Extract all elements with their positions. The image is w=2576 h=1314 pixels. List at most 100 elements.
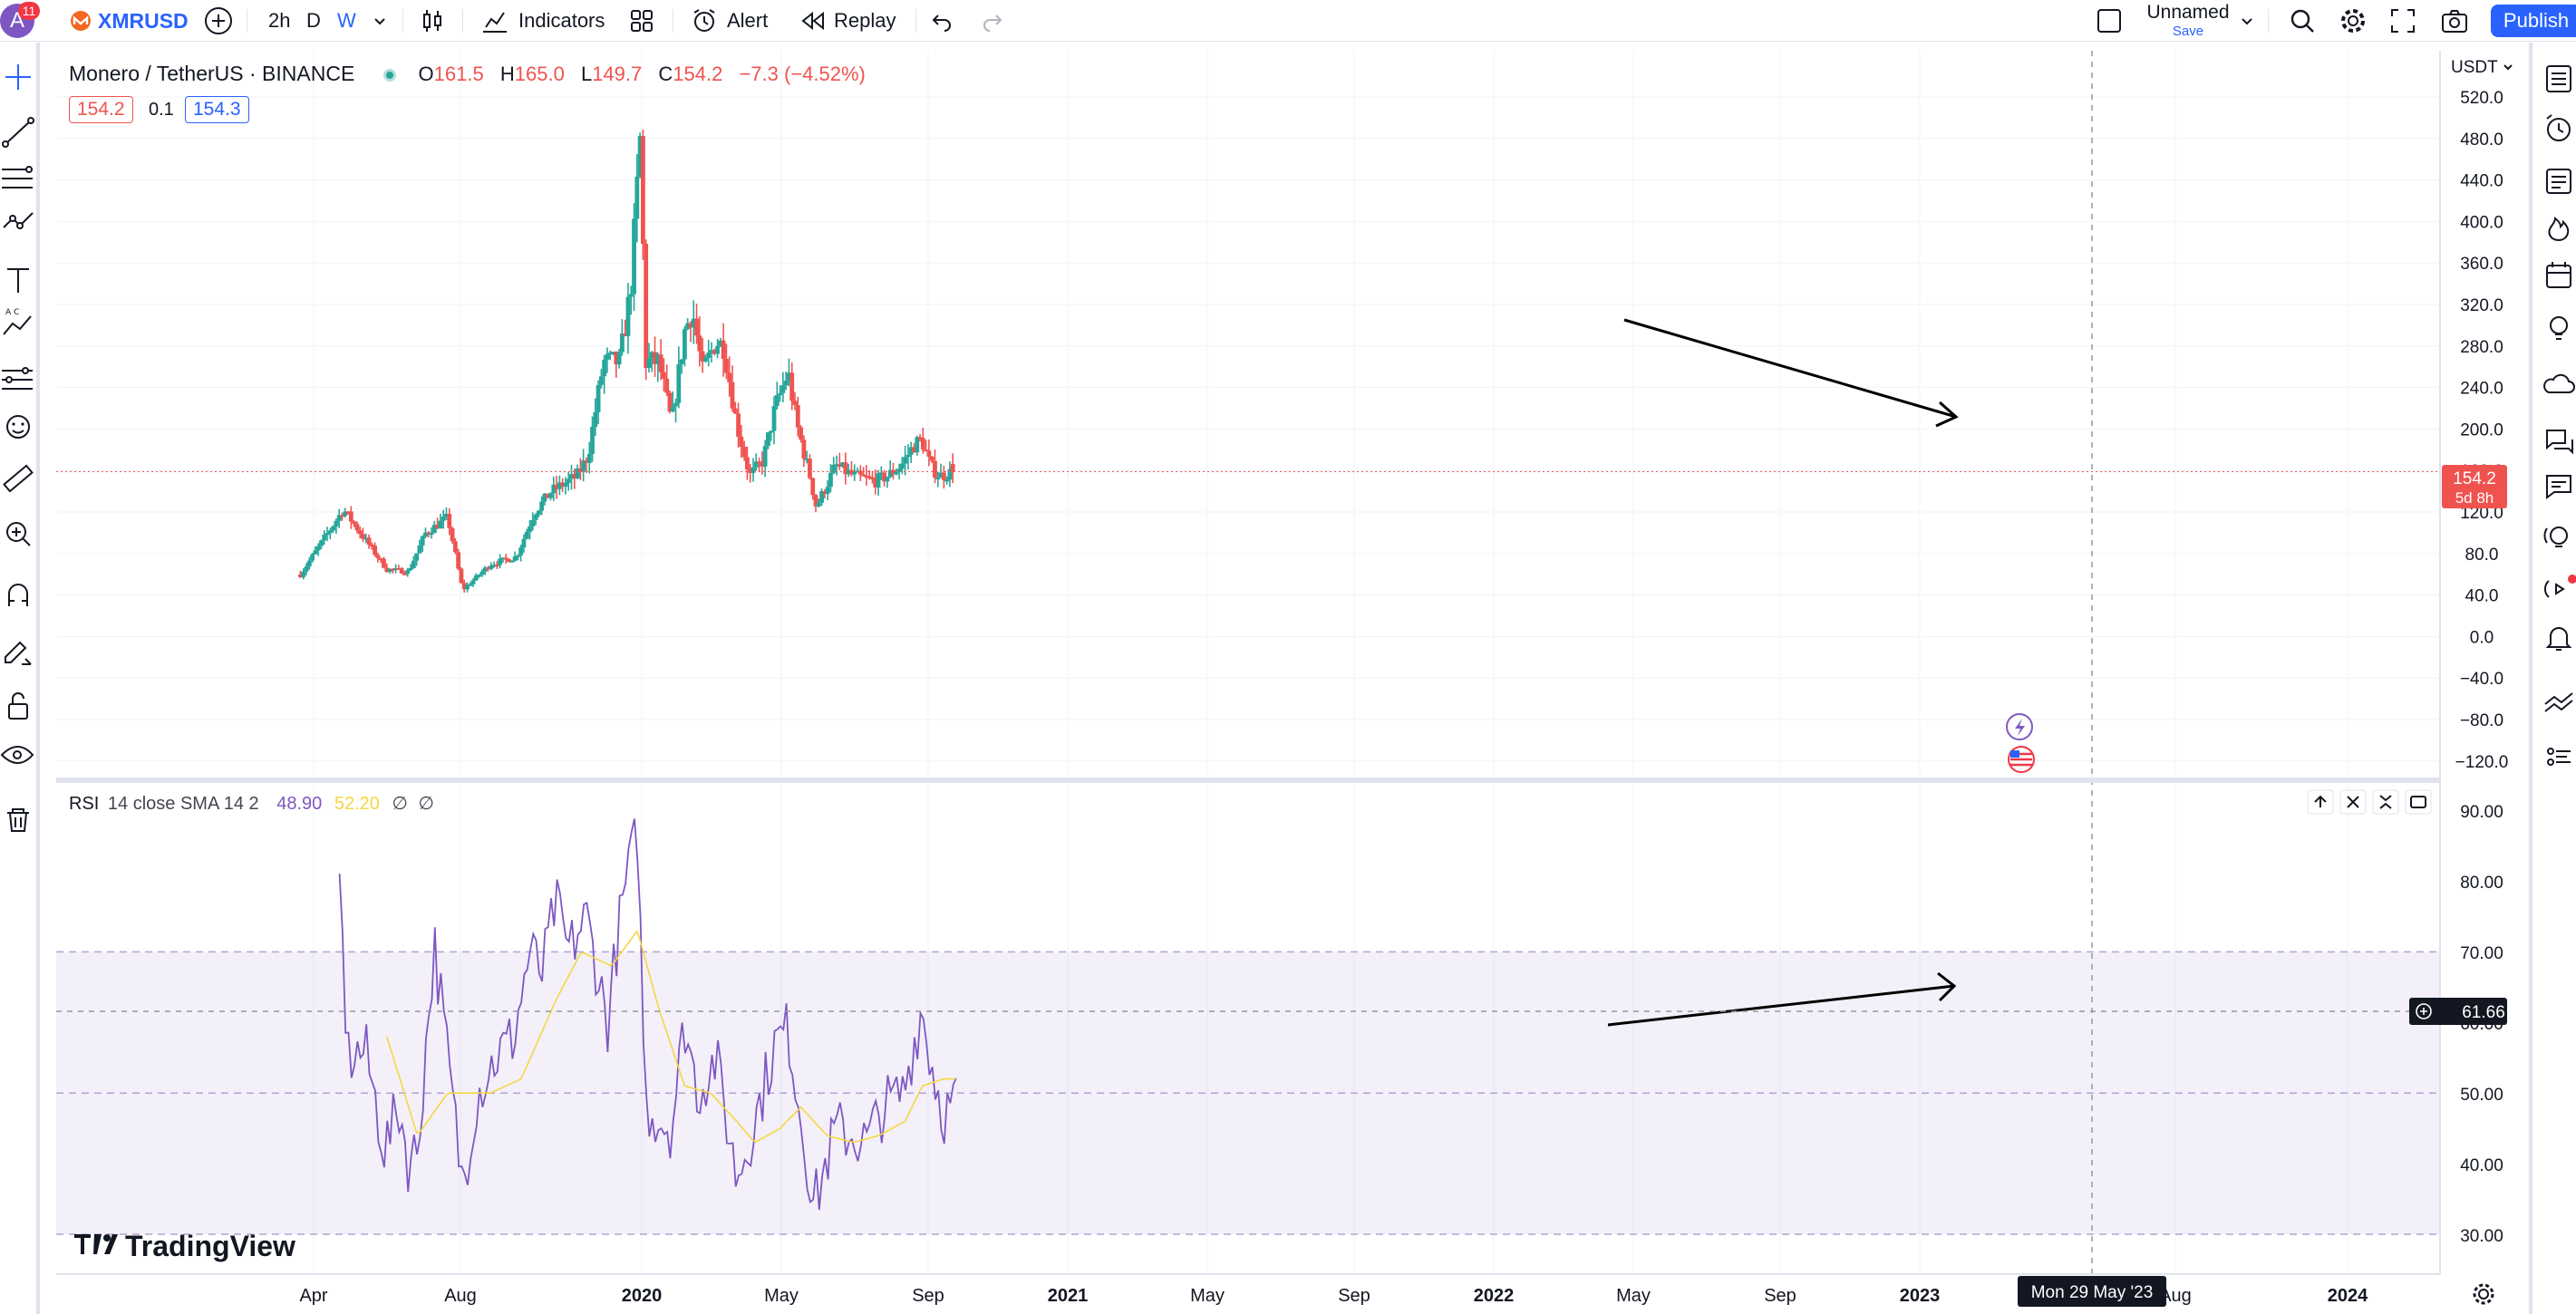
candle: [310, 553, 315, 563]
candle: [373, 542, 378, 557]
candle: [870, 470, 875, 484]
undo-button[interactable]: [930, 0, 954, 42]
move-pane-up-button[interactable]: [2307, 789, 2334, 815]
pane-divider[interactable]: [56, 778, 2440, 783]
us-flag-icon[interactable]: [2008, 746, 2035, 773]
interval-dropdown[interactable]: [372, 0, 388, 42]
collapse-pane-button[interactable]: [2372, 789, 2399, 815]
candle: [646, 343, 652, 373]
alert-button[interactable]: Alert: [691, 0, 768, 42]
ideas-lightbulb-icon[interactable]: [2550, 316, 2568, 340]
maximize-pane-button[interactable]: [2405, 789, 2432, 815]
compare-symbol-button[interactable]: [203, 0, 234, 42]
candle: [757, 458, 761, 472]
rsi-legend[interactable]: RSI 14 close SMA 14 2 48.90 52.20 ∅ ∅: [69, 792, 434, 815]
time-tick-label: Sep: [1338, 1286, 1370, 1306]
close-pane-button[interactable]: [2339, 789, 2367, 815]
symbol-search-button[interactable]: XMRUSD: [69, 0, 189, 42]
position-tool-icon[interactable]: [2, 367, 33, 390]
bolt-icon[interactable]: [2006, 713, 2033, 740]
chats-icon[interactable]: [2546, 430, 2573, 455]
ruler-icon[interactable]: [3, 464, 34, 493]
candle: [396, 565, 402, 570]
layout-name-button[interactable]: Unnamed Save: [2141, 2, 2235, 39]
prediction-tools-icon[interactable]: A C: [3, 308, 32, 335]
crosshair-icon[interactable]: [5, 64, 31, 90]
candle: [512, 551, 518, 562]
grid-icon: [631, 10, 653, 32]
price-tick-label: 400.0: [2460, 213, 2503, 232]
interval-d-button[interactable]: D: [306, 9, 321, 32]
currency-selector[interactable]: USDT: [2451, 58, 2513, 78]
candle: [905, 444, 911, 470]
quick-search-button[interactable]: [2288, 0, 2317, 42]
watchlist-icon[interactable]: [2546, 65, 2571, 92]
rsi-trendline-arrow[interactable]: [1607, 971, 1957, 1027]
user-drawings[interactable]: [1607, 318, 1959, 1027]
interval-w-button[interactable]: W: [337, 9, 356, 32]
calendar-icon[interactable]: [2546, 262, 2571, 288]
price-tick-label: −40.0: [2460, 670, 2503, 689]
multi-layout-button[interactable]: [2096, 0, 2123, 42]
magnet-icon[interactable]: [8, 584, 28, 606]
buy-price-box[interactable]: 154.3: [185, 96, 249, 123]
chevron-down-icon: [2503, 64, 2513, 71]
eye-icon[interactable]: [0, 746, 34, 764]
fullscreen-button[interactable]: [2389, 0, 2416, 42]
candles-series: [56, 130, 2440, 593]
symbol-legend[interactable]: Monero / TetherUS · BINANCE O161.5 H165.…: [69, 62, 866, 86]
indicators-button[interactable]: Indicators: [480, 0, 605, 42]
zoom-in-icon[interactable]: [6, 522, 31, 546]
user-avatar[interactable]: A 11: [0, 2, 40, 38]
text-tool-icon[interactable]: [7, 268, 29, 293]
data-window-icon[interactable]: [2546, 169, 2571, 194]
trash-icon[interactable]: [7, 808, 29, 832]
tradingview-watermark: TradingView: [74, 1230, 295, 1262]
trend-line-icon[interactable]: [2, 117, 34, 148]
emoji-icon[interactable]: [6, 415, 30, 439]
snapshot-button[interactable]: [2440, 0, 2469, 42]
publish-button[interactable]: Publish: [2491, 5, 2576, 37]
time-axis[interactable]: Apr Aug 2020 May Sep 2021 May Sep 2022 May Sep 2023…: [299, 1286, 2368, 1306]
candle: [899, 457, 905, 475]
candle: [417, 539, 422, 554]
rsi-name: RSI: [69, 794, 100, 814]
interval-2h-button[interactable]: 2h: [268, 9, 291, 32]
stock-screener-icon[interactable]: [2544, 692, 2573, 712]
layout-menu-dropdown[interactable]: [2239, 0, 2255, 42]
fib-retracement-icon[interactable]: [2, 166, 33, 188]
stay-in-drawing-mode-icon[interactable]: [5, 641, 32, 665]
price-scale[interactable]: 520.0 480.0 440.0 400.0 360.0 320.0 280.0 240.0…: [2455, 89, 2509, 772]
rsi-value: 48.90: [276, 794, 323, 814]
cloud-icon[interactable]: [2543, 373, 2575, 393]
candle: [769, 430, 774, 441]
tips-icon[interactable]: [2543, 527, 2568, 547]
price-trendline-arrow[interactable]: [1623, 318, 1959, 428]
time-tick-label: Aug: [2159, 1286, 2192, 1306]
notifications-bell-icon[interactable]: [2545, 627, 2572, 651]
messages-icon[interactable]: [2546, 475, 2571, 499]
candle: [903, 445, 908, 476]
candle: [683, 325, 687, 367]
replay-button[interactable]: Replay: [799, 0, 896, 42]
sell-price-box[interactable]: 154.2: [69, 96, 133, 123]
layout-templates-button[interactable]: [629, 0, 654, 42]
chart-settings-gear-icon[interactable]: [2473, 1283, 2494, 1305]
chart-type-button[interactable]: [419, 0, 446, 42]
redo-button[interactable]: [981, 0, 1004, 42]
candle: [378, 557, 383, 564]
current-price-label: 154.2 5d 8h: [2442, 465, 2507, 508]
candle: [878, 466, 884, 480]
alerts-clock-icon[interactable]: [2546, 114, 2571, 141]
pine-editor-icon[interactable]: [2547, 748, 2571, 766]
monero-logo-icon: [71, 11, 91, 31]
lock-icon[interactable]: [8, 692, 28, 720]
hotlists-fire-icon[interactable]: [2548, 217, 2570, 242]
candle: [685, 318, 691, 331]
settings-button[interactable]: [2339, 0, 2368, 42]
time-tick-label: 2020: [622, 1286, 663, 1306]
patterns-icon[interactable]: [3, 212, 34, 229]
candle: [324, 527, 330, 542]
streams-icon[interactable]: [2543, 575, 2576, 598]
